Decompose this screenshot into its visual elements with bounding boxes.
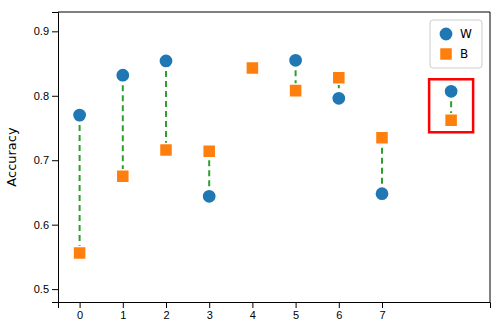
point [246,62,259,75]
tick-label: 2 [163,309,169,321]
point [116,68,130,82]
tick: 4 [250,302,256,321]
point [245,61,259,75]
tick-label: 0 [77,309,83,321]
connectors [80,60,452,253]
legend-box [430,20,482,68]
tick-mark [52,31,58,32]
tick: 0.7 [34,154,58,166]
axis-title: Accuracy [4,127,19,187]
tick: 1 [120,302,126,321]
point [289,84,302,97]
tick: 0.6 [34,219,58,231]
tick-label: 6 [336,309,342,321]
connector [122,75,124,176]
tick-mark [296,302,297,308]
point [332,91,346,105]
point [116,170,129,183]
legend-item: W [439,27,472,41]
point [159,143,172,156]
legend-label: B [460,47,468,61]
tick-label: 0.5 [34,283,49,295]
tick-label: 3 [207,309,213,321]
plot: 0 1 2 3 4 5 6 7 0.5 0.6 0.7 0.8 0.9 WB [34,12,491,321]
tick-label: 0.9 [34,25,49,37]
tick-label: 5 [293,309,299,321]
tick-label: 1 [120,309,126,321]
tick-label: 7 [379,309,385,321]
frame [490,12,491,302]
tick-mark [209,302,210,308]
tick: 0.9 [34,25,58,37]
frame [58,12,490,13]
axis-line [52,13,59,303]
tick-mark [52,96,58,97]
tick-mark [80,302,81,308]
tick-mark [339,302,340,308]
tick: 2 [163,302,169,321]
legend-item: B [439,47,468,61]
tick-mark [52,225,58,226]
point [159,54,173,68]
y-axis: 0.5 0.6 0.7 0.8 0.9 [34,13,59,303]
tick-label: 0.7 [34,154,49,166]
tick-mark [123,302,124,308]
point [444,84,458,98]
tick: 6 [336,302,342,321]
legend-marker [439,27,453,41]
tick-mark [382,302,383,308]
tick: 0.5 [34,283,58,295]
point [375,131,388,144]
highlight-box [429,79,473,132]
point [288,53,302,67]
tick-label: 4 [250,309,256,321]
legend: WB [430,20,482,68]
axis-line [59,303,491,309]
marks [72,53,473,259]
point [202,189,216,203]
point [375,187,389,201]
connector [79,115,81,253]
point [73,247,86,260]
series [73,62,458,260]
tick: 7 [379,302,385,321]
point [72,108,86,122]
point [332,71,345,84]
tick-mark [52,160,58,161]
tick-mark [52,289,58,290]
tick: 5 [293,302,299,321]
series [72,53,458,203]
tick: 0 [77,302,83,321]
tick-mark [166,302,167,308]
point [445,114,458,127]
point [203,145,216,158]
connector [381,138,383,194]
legend-marker [439,47,452,60]
tick-label: 0.6 [34,219,49,231]
tick-label: 0.8 [34,90,49,102]
x-axis: 0 1 2 3 4 5 6 7 [59,302,491,321]
tick-mark [252,302,253,308]
tick: 3 [207,302,213,321]
connector [165,61,167,150]
legend-label: W [460,27,472,41]
chart: 0 1 2 3 4 5 6 7 0.5 0.6 0.7 0.8 0.9 WB Accuracy [0,0,504,330]
tick: 0.8 [34,90,58,102]
